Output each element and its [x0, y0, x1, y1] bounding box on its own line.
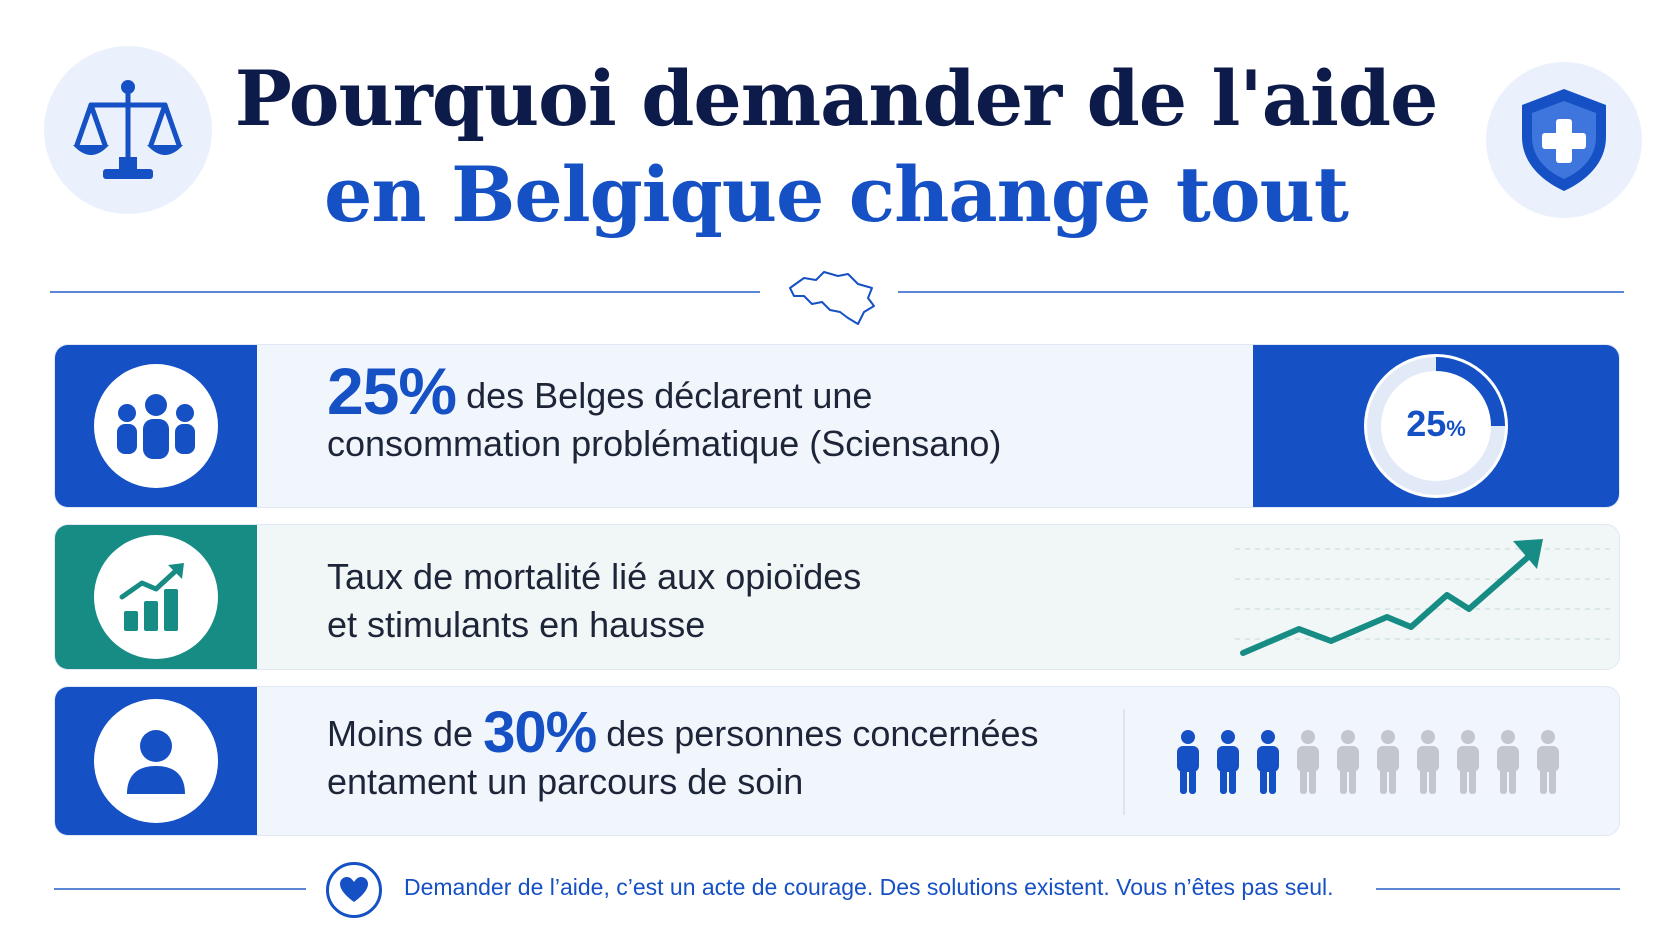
stat-line-2: et stimulants en hausse [327, 604, 706, 645]
gauge-unit: % [1446, 416, 1466, 441]
stat-line-1: Taux de mortalité lié aux opioïdes [327, 556, 862, 597]
person-figure-highlighted [1257, 730, 1279, 794]
heart-badge [326, 862, 382, 918]
stat-line-2: consommation problématique (Sciensano) [327, 423, 1002, 464]
stat-icon-panel [55, 525, 257, 669]
scales-of-justice-icon [73, 80, 183, 179]
belgium-map-icon [789, 271, 875, 325]
stat-line-2: entament un parcours de soin [327, 761, 804, 802]
stat-line-1: des personnes concernées [606, 713, 1039, 754]
stat-icon-panel [55, 345, 257, 507]
page-title-line-1: Pourquoi demander de l'aide [234, 54, 1439, 143]
icon-disc [94, 699, 218, 823]
person-figure-muted [1457, 730, 1479, 794]
group-people-icon [117, 394, 195, 459]
header-divider-right [898, 291, 1624, 293]
people-pictogram-row [1175, 729, 1561, 795]
people-divider [1123, 709, 1125, 815]
person-figure-muted [1537, 730, 1559, 794]
heart-icon [340, 877, 368, 902]
stat-text-mortality: Taux de mortalité lié aux opioïdes et st… [327, 553, 861, 649]
person-figure-muted [1337, 730, 1359, 794]
rising-trend-arrow-icon [1235, 539, 1615, 656]
page-title-line-2: en Belgique change tout [324, 150, 1349, 239]
person-figure-highlighted [1217, 730, 1239, 794]
footer-divider-right [1376, 888, 1620, 890]
stat-line-1: des Belges déclarent une [466, 375, 873, 416]
person-icon [127, 730, 185, 794]
header-divider-left [50, 291, 760, 293]
footer-divider-left [54, 888, 306, 890]
stat-highlight-25: 25% [327, 354, 457, 428]
person-figure-muted [1297, 730, 1319, 794]
person-figure-muted [1377, 730, 1399, 794]
footer-message: Demander de l’aide, c’est un acte de cou… [404, 874, 1334, 900]
shield-badge [1486, 62, 1642, 218]
stat-prefix: Moins de [327, 713, 474, 754]
stat-text-care: Moins de 30% des personnes concernées en… [327, 704, 1039, 806]
progress-ring: 25% [1361, 351, 1511, 501]
stat-card-care: Moins de 30% des personnes concernées en… [54, 686, 1620, 836]
gauge-label: 25% [1361, 403, 1511, 445]
stat-icon-panel [55, 687, 257, 835]
progress-ring-graphic [1364, 354, 1508, 498]
stat-highlight-30: 30% [483, 700, 597, 765]
person-figure-muted [1497, 730, 1519, 794]
stat-card-consumption: 25% des Belges déclarent une consommatio… [54, 344, 1620, 508]
gauge-panel: 25% [1253, 345, 1619, 507]
gauge-value: 25 [1406, 403, 1447, 444]
scales-badge [44, 46, 212, 214]
stat-card-mortality: Taux de mortalité lié aux opioïdes et st… [54, 524, 1620, 670]
progress-ring-arc [1367, 357, 1505, 495]
stat-text-consumption: 25% des Belges déclarent une consommatio… [327, 358, 1002, 468]
person-figure-highlighted [1177, 730, 1199, 794]
icon-disc [94, 535, 218, 659]
growth-chart-icon [119, 563, 184, 631]
person-figure-muted [1417, 730, 1439, 794]
medical-shield-icon [1522, 89, 1606, 191]
icon-disc [94, 364, 218, 488]
